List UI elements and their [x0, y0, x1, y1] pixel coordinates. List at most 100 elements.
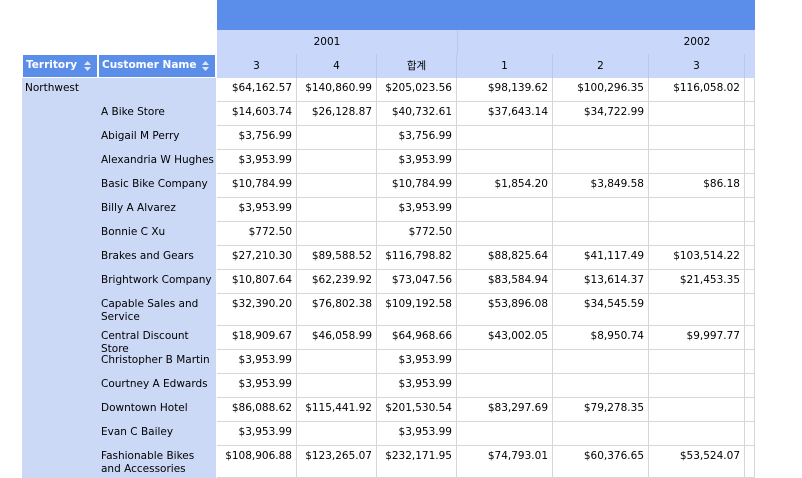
- value-cell: $83,297.69: [457, 398, 553, 422]
- value-cell: $74,793.01: [457, 446, 553, 478]
- value-cell: $86.18: [649, 174, 745, 198]
- value-cell: $205,023.56: [377, 78, 457, 102]
- empty-cell: [745, 78, 755, 102]
- value-cell: $83,584.94: [457, 270, 553, 294]
- value-cell: [457, 422, 553, 446]
- value-cell: $3,953.99: [377, 150, 457, 174]
- value-cell: $3,953.99: [217, 150, 297, 174]
- value-cell: [553, 198, 649, 222]
- value-cell: [649, 398, 745, 422]
- value-cell: [297, 174, 377, 198]
- value-cell: $34,722.99: [553, 102, 649, 126]
- column-header: 3: [217, 54, 297, 78]
- value-cell: $3,953.99: [217, 350, 297, 374]
- value-cell: $116,798.82: [377, 246, 457, 270]
- value-cell: $3,953.99: [377, 350, 457, 374]
- value-cell: $27,210.30: [217, 246, 297, 270]
- row-header-label: Customer Name: [102, 59, 197, 71]
- value-cell: [553, 422, 649, 446]
- empty-cell: [745, 198, 755, 222]
- value-cell: [297, 222, 377, 246]
- value-cell: $3,953.99: [217, 198, 297, 222]
- value-cell: $40,732.61: [377, 102, 457, 126]
- value-cell: [457, 350, 553, 374]
- value-cell: [553, 150, 649, 174]
- value-cell: $60,376.65: [553, 446, 649, 478]
- value-cell: $103,514.22: [649, 246, 745, 270]
- customer-name: Brightwork Company: [101, 274, 212, 286]
- value-cell: [297, 198, 377, 222]
- value-cell: [649, 422, 745, 446]
- customer-name: Downtown Hotel: [101, 402, 188, 414]
- empty-cell: [745, 398, 755, 422]
- value-cell: [649, 374, 745, 398]
- empty-cell: [745, 102, 755, 126]
- value-cell: $32,390.20: [217, 294, 297, 326]
- value-cell: $37,643.14: [457, 102, 553, 126]
- row-header[interactable]: Customer Name: [98, 54, 216, 78]
- year-header: 2002: [683, 36, 711, 48]
- value-cell: $772.50: [377, 222, 457, 246]
- value-cell: $3,953.99: [377, 422, 457, 446]
- value-cell: $10,807.64: [217, 270, 297, 294]
- empty-cell: [745, 222, 755, 246]
- empty-cell: [745, 150, 755, 174]
- value-cell: $201,530.54: [377, 398, 457, 422]
- value-cell: $64,968.66: [377, 326, 457, 350]
- column-header: 합계: [377, 54, 457, 78]
- sort-icon[interactable]: [83, 60, 92, 72]
- row-header-label: Territory: [26, 59, 78, 71]
- value-cell: [649, 222, 745, 246]
- value-cell: [457, 198, 553, 222]
- empty-cell: [745, 326, 755, 350]
- column-header: 2: [553, 54, 649, 78]
- value-cell: $14,603.74: [217, 102, 297, 126]
- value-cell: [649, 126, 745, 150]
- empty-cell: [745, 446, 755, 478]
- value-cell: $9,997.77: [649, 326, 745, 350]
- value-cell: $10,784.99: [377, 174, 457, 198]
- empty-cell: [745, 422, 755, 446]
- empty-cell: [745, 350, 755, 374]
- value-cell: [553, 126, 649, 150]
- territory-column: Northwest: [22, 78, 98, 478]
- value-cell: $123,265.07: [297, 446, 377, 478]
- value-cell: $79,278.35: [553, 398, 649, 422]
- value-cell: $62,239.92: [297, 270, 377, 294]
- value-cell: $108,906.88: [217, 446, 297, 478]
- value-cell: $3,953.99: [377, 198, 457, 222]
- value-cell: $88,825.64: [457, 246, 553, 270]
- value-cell: $8,950.74: [553, 326, 649, 350]
- sort-icon[interactable]: [201, 60, 210, 72]
- value-cell: [649, 294, 745, 326]
- value-cell: $772.50: [217, 222, 297, 246]
- header-divider: [457, 30, 458, 54]
- value-cell: $18,909.67: [217, 326, 297, 350]
- header-band: [217, 0, 755, 30]
- customer-column-bg: [98, 78, 216, 478]
- value-cell: [457, 150, 553, 174]
- value-cell: [553, 350, 649, 374]
- value-cell: [649, 102, 745, 126]
- value-cell: $3,953.99: [217, 422, 297, 446]
- empty-cell: [745, 270, 755, 294]
- value-cell: $64,162.57: [217, 78, 297, 102]
- customer-name: Courtney A Edwards: [101, 378, 208, 390]
- value-cell: $76,802.38: [297, 294, 377, 326]
- customer-name: Abigail M Perry: [101, 130, 180, 142]
- value-cell: $3,953.99: [377, 374, 457, 398]
- value-cell: $53,896.08: [457, 294, 553, 326]
- value-cell: [297, 374, 377, 398]
- customer-name: Evan C Bailey: [101, 426, 174, 438]
- value-cell: $3,849.58: [553, 174, 649, 198]
- customer-name: Central Discount Store: [101, 330, 189, 355]
- value-cell: $98,139.62: [457, 78, 553, 102]
- value-cell: [649, 150, 745, 174]
- value-cell: $86,088.62: [217, 398, 297, 422]
- value-cell: [297, 422, 377, 446]
- value-cell: $73,047.56: [377, 270, 457, 294]
- row-header[interactable]: Territory: [22, 54, 98, 78]
- value-cell: [457, 222, 553, 246]
- value-cell: $115,441.92: [297, 398, 377, 422]
